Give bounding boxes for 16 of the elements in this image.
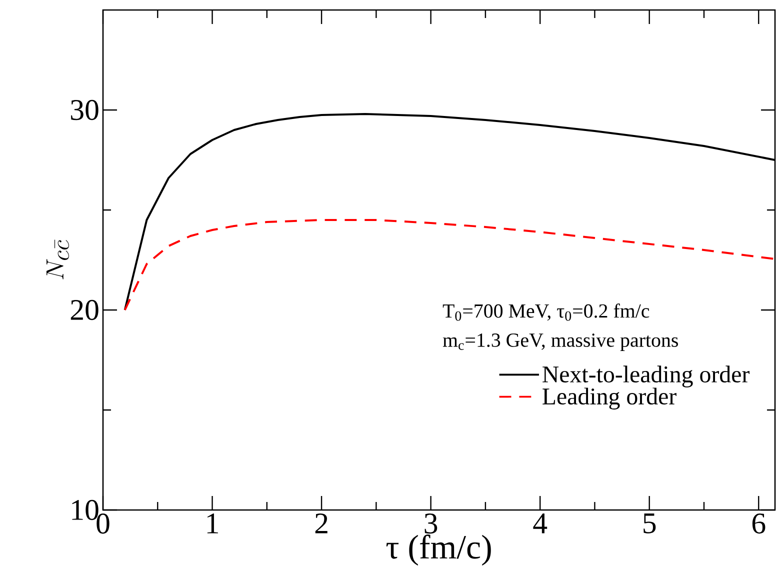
y-tick-label: 30	[71, 100, 98, 120]
annotation: T$_{0}$=700 MeV, τ$_{0}$=0.2 fm/c	[442, 304, 650, 321]
x-axis-title: τ (fm/c)	[386, 534, 491, 566]
legend-label: Leading order	[542, 388, 676, 410]
x-tick-label: 5	[644, 514, 656, 534]
x-tick-label: 0	[96, 514, 110, 534]
legend-label: Next-to-leading order	[542, 366, 750, 388]
y-tick-label: 10	[72, 500, 98, 520]
x-tick-label: 1	[207, 514, 218, 534]
y-axis-title: $N_{c\bar{c}}$	[46, 240, 69, 280]
x-tick-label: 4	[533, 514, 548, 534]
annotation: m$_{c}$=1.3 GeV, massive partons	[442, 334, 678, 351]
x-tick-label: 3	[424, 514, 438, 534]
x-tick-label: 6	[752, 514, 766, 534]
y-tick-label: 20	[70, 300, 98, 320]
x-tick-label: 2	[315, 514, 328, 534]
